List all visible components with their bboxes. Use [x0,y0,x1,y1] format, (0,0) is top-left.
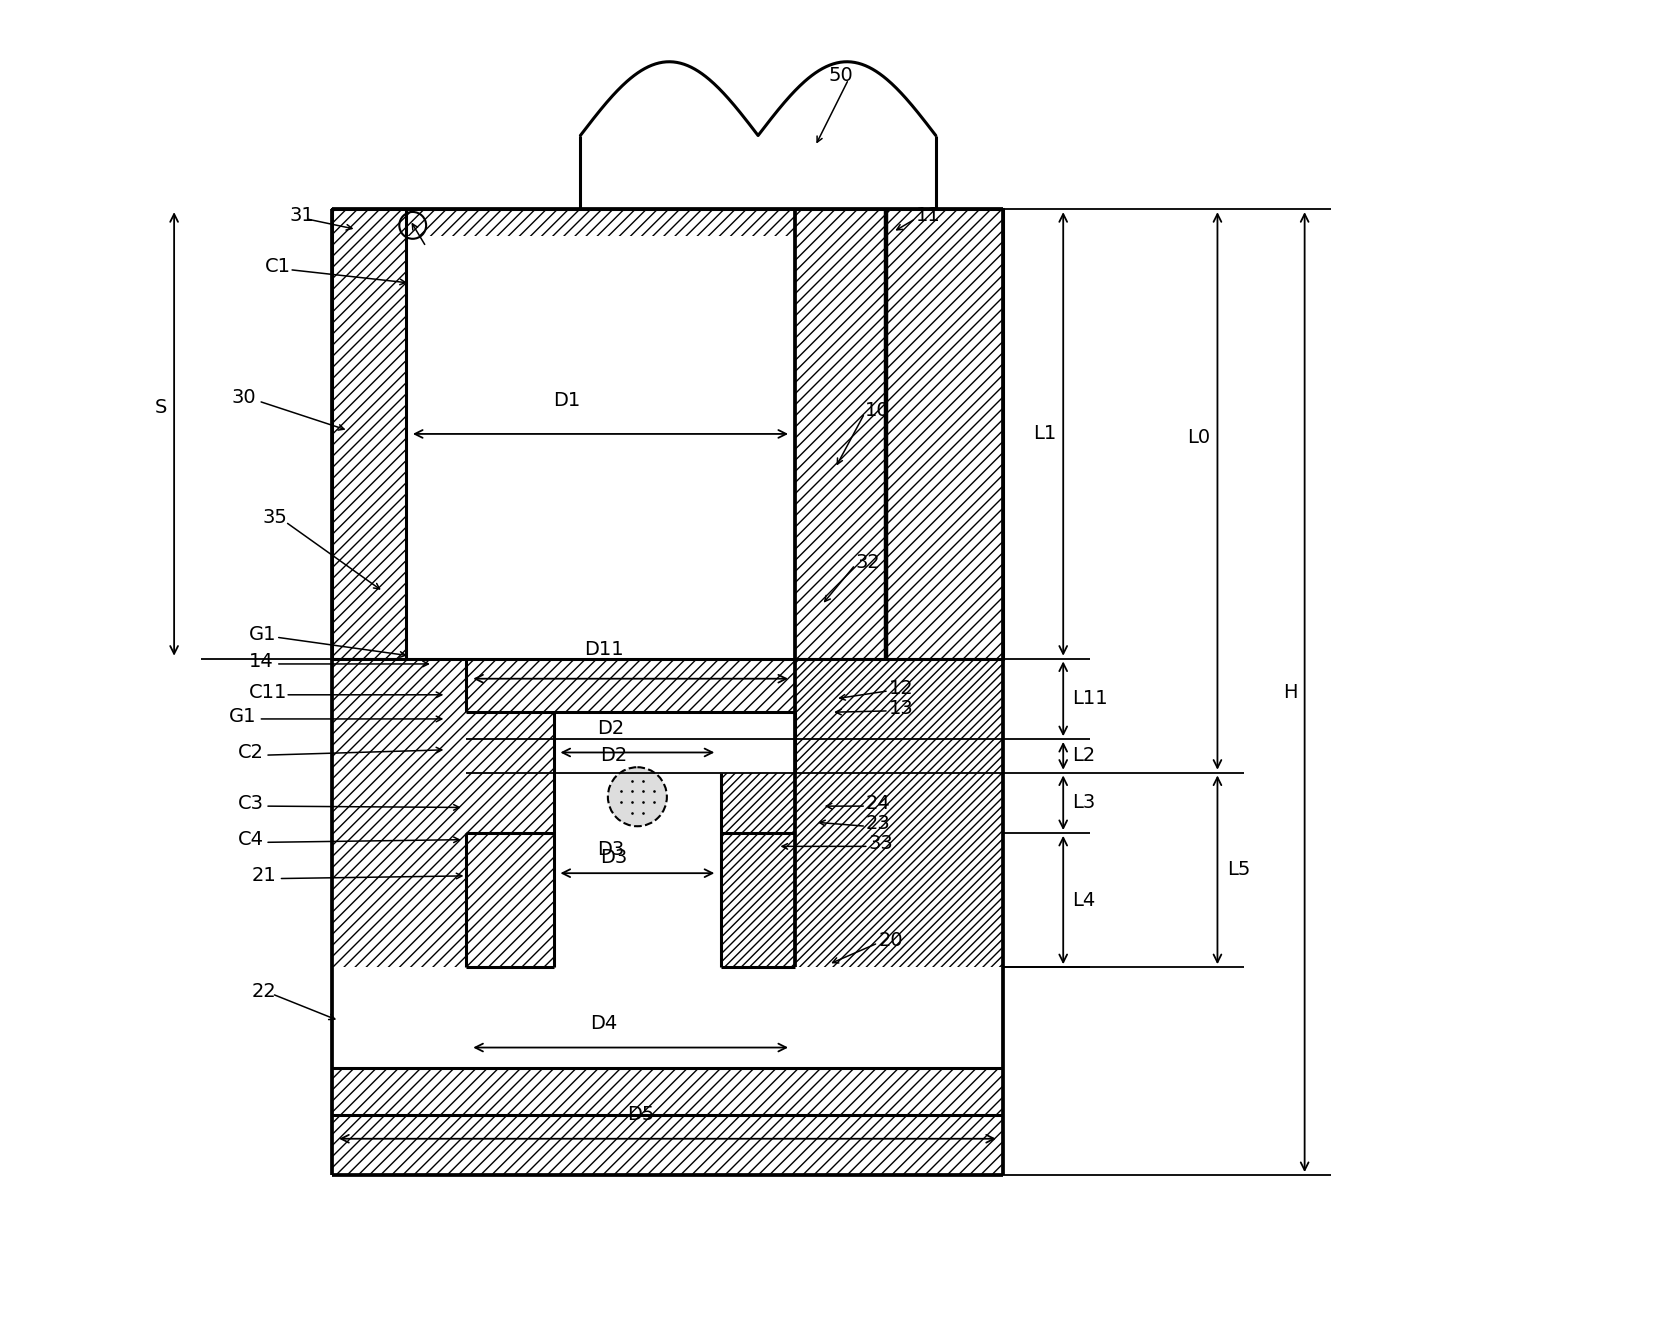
Bar [333,712,466,968]
Text: L4: L4 [1072,891,1095,910]
Text: 22: 22 [252,981,277,1001]
Text: 32: 32 [855,552,880,571]
Text: 13: 13 [888,699,913,718]
Text: D2: D2 [600,746,628,765]
Text: G1: G1 [249,625,277,644]
Bar [466,659,795,712]
Text: 23: 23 [867,814,891,833]
Text: 12: 12 [888,679,913,698]
Text: 24: 24 [867,794,891,813]
Text: D3: D3 [600,848,628,867]
Text: D5: D5 [626,1105,655,1124]
Bar [466,833,553,968]
Circle shape [608,767,666,827]
Text: C1: C1 [265,258,292,277]
Bar [466,712,553,833]
Text: L5: L5 [1226,860,1251,879]
Text: D3: D3 [597,840,625,859]
Text: 11: 11 [916,207,941,226]
Text: 35: 35 [262,508,287,527]
Text: C2: C2 [239,743,265,762]
Bar [333,210,1002,659]
Text: D4: D4 [590,1013,618,1034]
Text: 31: 31 [290,207,315,226]
Text: C3: C3 [239,794,265,813]
Text: D1: D1 [553,391,580,410]
Text: S: S [156,398,167,417]
Text: L11: L11 [1072,689,1109,708]
Text: 50: 50 [828,66,853,85]
Text: L1: L1 [1034,425,1057,444]
Text: 20: 20 [878,931,903,950]
Text: G1: G1 [229,707,257,726]
Text: H: H [1284,683,1297,702]
Text: L3: L3 [1072,793,1095,812]
Text: C4: C4 [239,831,265,849]
Bar [333,210,1002,659]
Text: L2: L2 [1072,746,1095,765]
Text: 10: 10 [865,401,890,419]
Bar [721,773,795,968]
Bar [333,659,466,712]
Text: 33: 33 [868,835,893,853]
Text: D2: D2 [597,719,625,738]
Text: C11: C11 [249,683,287,702]
Text: 14: 14 [249,652,273,671]
Bar [795,659,1002,968]
Bar [333,210,406,659]
Bar [406,237,795,659]
Text: 30: 30 [232,387,257,406]
Text: L0: L0 [1188,427,1211,446]
Bar [333,1067,1002,1114]
Text: D11: D11 [583,640,623,659]
Bar [333,1114,1002,1175]
Text: 21: 21 [252,867,277,886]
